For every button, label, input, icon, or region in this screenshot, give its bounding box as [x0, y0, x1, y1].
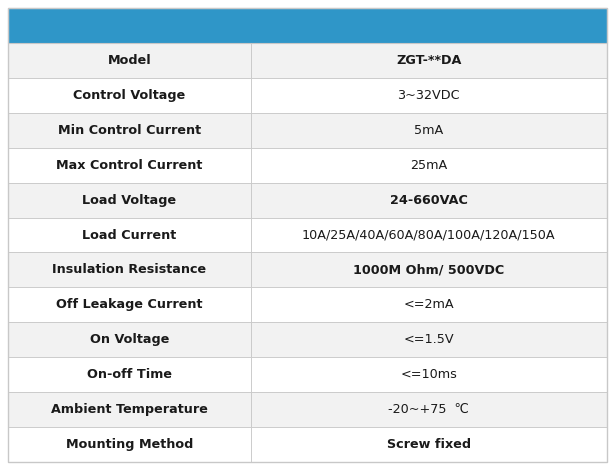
Text: Off Leakage Current: Off Leakage Current [56, 298, 202, 311]
Text: Mounting Method: Mounting Method [66, 438, 193, 451]
Bar [250, 427, 607, 462]
Text: 10A/25A/40A/60A/80A/100A/120A/150A: 10A/25A/40A/60A/80A/100A/120A/150A [302, 228, 555, 242]
Bar [8, 8, 607, 43]
Bar [250, 392, 607, 427]
Text: On Voltage: On Voltage [90, 333, 169, 346]
Bar [250, 322, 607, 357]
Bar [250, 252, 607, 288]
Text: 3~32VDC: 3~32VDC [397, 89, 460, 102]
Text: 24-660VAC: 24-660VAC [390, 194, 468, 207]
Text: 1000M Ohm/ 500VDC: 1000M Ohm/ 500VDC [353, 264, 504, 276]
Bar [8, 43, 250, 78]
Text: 25mA: 25mA [410, 159, 448, 172]
Bar [8, 288, 250, 322]
Text: <=1.5V: <=1.5V [403, 333, 454, 346]
Bar [250, 148, 607, 183]
Bar [8, 357, 250, 392]
Bar [250, 78, 607, 113]
Text: Max Control Current: Max Control Current [56, 159, 202, 172]
Text: ZGT-**DA: ZGT-**DA [396, 54, 461, 67]
Bar [8, 252, 250, 288]
Text: Screw fixed: Screw fixed [387, 438, 471, 451]
Text: Ambient Temperature: Ambient Temperature [51, 403, 208, 416]
Bar [250, 288, 607, 322]
Bar [250, 43, 607, 78]
Text: Min Control Current: Min Control Current [58, 124, 201, 137]
Text: 5mA: 5mA [414, 124, 443, 137]
Text: Control Voltage: Control Voltage [73, 89, 186, 102]
Text: Load Voltage: Load Voltage [82, 194, 177, 207]
Bar [8, 392, 250, 427]
Bar [250, 113, 607, 148]
Text: <=10ms: <=10ms [400, 368, 457, 381]
Bar [8, 148, 250, 183]
Bar [8, 322, 250, 357]
Text: Model: Model [108, 54, 151, 67]
Bar [8, 427, 250, 462]
Text: Load Current: Load Current [82, 228, 177, 242]
Bar [8, 218, 250, 252]
Bar [8, 78, 250, 113]
Bar [8, 113, 250, 148]
Text: <=2mA: <=2mA [403, 298, 454, 311]
Bar [250, 218, 607, 252]
Text: -20~+75  ℃: -20~+75 ℃ [388, 403, 469, 416]
Bar [250, 357, 607, 392]
Bar [8, 183, 250, 218]
Text: On-off Time: On-off Time [87, 368, 172, 381]
Text: Insulation Resistance: Insulation Resistance [52, 264, 207, 276]
Bar [250, 183, 607, 218]
